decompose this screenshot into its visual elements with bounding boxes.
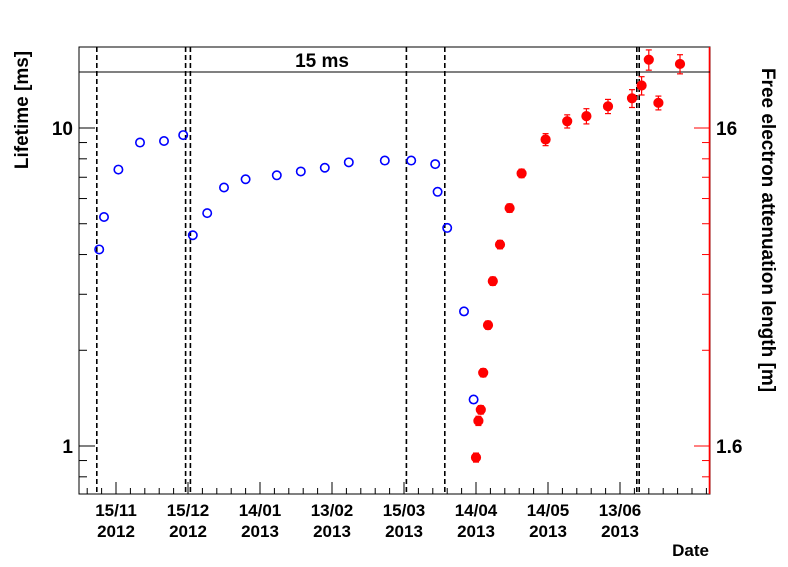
data-point-filled xyxy=(475,404,486,415)
x-tick-day-label: 13/06 xyxy=(599,501,642,520)
x-tick-day-label: 14/01 xyxy=(239,501,282,520)
plot-frame xyxy=(78,46,711,495)
data-point-open xyxy=(406,155,417,166)
data-point-filled xyxy=(653,97,664,108)
data-point-open xyxy=(159,136,170,147)
x-tick-year-label: 2012 xyxy=(169,522,207,541)
data-points xyxy=(94,49,686,463)
data-point-filled xyxy=(482,319,494,331)
data-point-filled xyxy=(643,54,654,65)
x-tick-day-label: 14/04 xyxy=(455,501,498,520)
data-point-filled xyxy=(487,276,498,287)
data-point-open xyxy=(430,159,441,170)
y2-tick-label: 1.6 xyxy=(716,437,742,458)
x-tick-year-label: 2013 xyxy=(601,522,639,541)
x-tick-day-label: 15/03 xyxy=(383,501,426,520)
y-tick-label: 1 xyxy=(62,437,73,458)
x-tick-day-label: 14/05 xyxy=(527,501,570,520)
x-tick-year-label: 2013 xyxy=(529,522,567,541)
data-point-filled xyxy=(602,101,614,112)
data-point-open xyxy=(94,244,105,255)
x-tick-day-label: 15/11 xyxy=(95,501,137,520)
x-tick-year-label: 2013 xyxy=(457,522,495,541)
x-tick-year-label: 2013 xyxy=(313,522,351,541)
y-tick-label: 10 xyxy=(52,119,73,140)
data-point-filled xyxy=(516,168,527,179)
data-point-open xyxy=(432,186,443,197)
data-point-filled xyxy=(494,239,506,250)
x-tick-day-label: 13/02 xyxy=(311,501,354,520)
data-point-open xyxy=(135,137,146,148)
data-point-open xyxy=(113,164,124,175)
data-point-filled xyxy=(562,116,573,127)
data-point-open xyxy=(187,230,198,241)
data-point-open xyxy=(319,162,330,173)
data-point-open xyxy=(295,166,306,177)
data-point-open xyxy=(379,155,390,166)
data-point-filled xyxy=(473,415,484,426)
data-point-open xyxy=(442,222,453,233)
data-point-filled xyxy=(540,134,551,145)
reference-line-label: 15 ms xyxy=(295,51,349,72)
data-point-filled xyxy=(470,452,482,463)
x-axis-title: Date xyxy=(672,541,709,560)
data-point-open xyxy=(202,208,213,219)
y-axis-title: Lifetime [ms] xyxy=(12,51,33,169)
tick-labels: 15/11 2012 15/12 2012 14/01 2013 13/02 2013 15/0… xyxy=(52,119,743,541)
data-point-filled xyxy=(478,367,489,378)
data-point-filled xyxy=(504,202,515,214)
x-tick-year-label: 2012 xyxy=(97,522,135,541)
x-tick-day-label: 15/12 xyxy=(167,501,210,520)
reference-line-group: 15 ms xyxy=(79,51,710,73)
data-point-open xyxy=(343,157,354,168)
data-point-filled xyxy=(636,80,647,91)
y2-axis-title: Free electron attenuation length [m] xyxy=(757,68,778,392)
data-point-filled xyxy=(626,93,638,104)
data-point-open xyxy=(458,306,469,317)
data-point-open xyxy=(99,211,110,222)
axis-ticks xyxy=(79,127,710,494)
data-point-open xyxy=(219,182,230,193)
data-point-open xyxy=(271,170,282,181)
y2-tick-label: 16 xyxy=(716,119,737,140)
vertical-lines xyxy=(96,47,641,494)
x-tick-year-label: 2013 xyxy=(241,522,279,541)
data-point-open xyxy=(178,130,189,141)
data-point-filled xyxy=(674,58,686,70)
x-tick-year-label: 2013 xyxy=(385,522,423,541)
data-point-filled xyxy=(581,110,592,122)
data-point-open xyxy=(240,174,251,185)
data-point-open xyxy=(468,394,479,405)
